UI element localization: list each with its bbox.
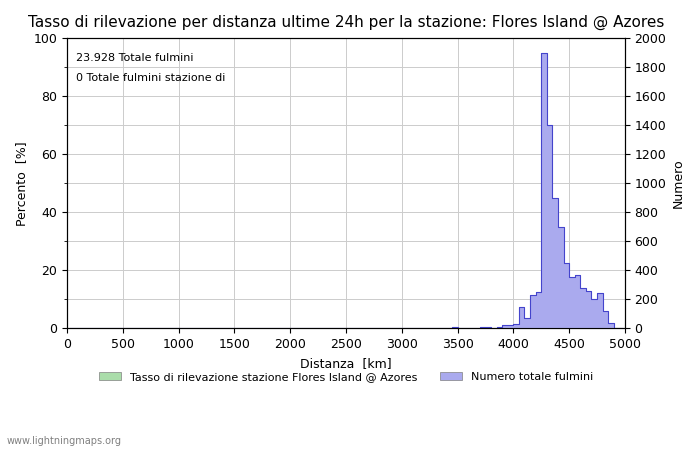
Text: www.lightningmaps.org: www.lightningmaps.org [7, 436, 122, 446]
Text: 23.928 Totale fulmini: 23.928 Totale fulmini [76, 53, 193, 63]
Y-axis label: Numero: Numero [672, 158, 685, 208]
Legend: Tasso di rilevazione stazione Flores Island @ Azores, Numero totale fulmini: Tasso di rilevazione stazione Flores Isl… [94, 368, 598, 387]
X-axis label: Distanza  [km]: Distanza [km] [300, 356, 392, 369]
Text: 0 Totale fulmini stazione di: 0 Totale fulmini stazione di [76, 73, 225, 83]
Y-axis label: Percento  [%]: Percento [%] [15, 141, 28, 225]
Title: Tasso di rilevazione per distanza ultime 24h per la stazione: Flores Island @ Az: Tasso di rilevazione per distanza ultime… [28, 15, 664, 30]
